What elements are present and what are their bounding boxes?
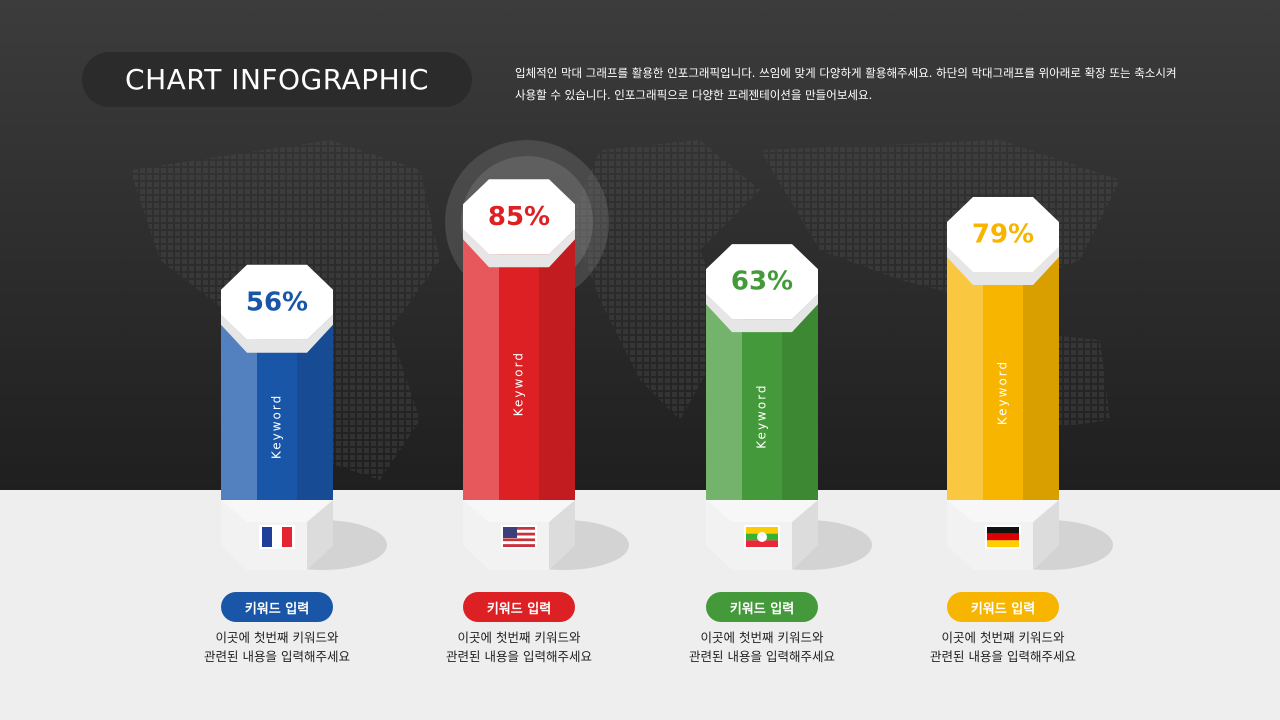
cap-side [947,246,1059,285]
subtitle: 입체적인 막대 그래프를 활용한 인포그래픽입니다. 쓰임에 맞게 다양하게 활… [515,66,1177,102]
cap-side [706,294,818,333]
value-label: 56% [246,287,308,317]
flag-canton [503,527,517,538]
bar-foot [947,500,1059,522]
flag-stripe [272,527,282,547]
pedestal-side [549,497,575,570]
cap [947,196,1059,272]
bar-label: Keyword [270,394,284,459]
flag-stripe [987,533,1019,541]
value-label: 85% [488,202,550,232]
flag-stripe [987,540,1019,547]
cap-side [221,314,333,353]
title: CHART INFOGRAPHIC [125,63,429,96]
bar-label: Keyword [512,351,526,416]
category-pill: 키워드 입력 [221,592,333,622]
cap [463,179,575,255]
category-pill: 키워드 입력 [706,592,818,622]
bar-face-left [947,246,983,500]
flag-stripe [262,527,272,547]
title-pill: CHART INFOGRAPHIC [82,52,472,107]
flag-stripe [503,535,535,539]
flag-stripe [746,527,778,534]
flag-stripe [503,529,535,533]
description: 이곳에 첫번째 키워드와 관련된 내용을 입력해주세요 [689,630,835,664]
bar-face-right [539,229,575,500]
description: 이곳에 첫번째 키워드와 관련된 내용을 입력해주세요 [204,630,350,664]
bar-foot [706,500,818,522]
bar-label: Keyword [996,360,1010,425]
pedestal-side [792,497,818,570]
bar-foot [463,500,575,522]
pedestal-side [307,497,333,570]
bar-label: Keyword [755,383,769,448]
category-pill: 키워드 입력 [947,592,1059,622]
description: 이곳에 첫번째 키워드와 관련된 내용을 입력해주세요 [446,630,592,664]
cap [221,264,333,340]
flag-star [757,532,767,542]
cap-side [463,229,575,268]
cap [706,244,818,320]
bar-foot [221,500,333,522]
flag-stripe [503,538,535,542]
flag-stripe [987,527,1019,534]
pedestal-side [1033,497,1059,570]
flag-stripe [746,540,778,547]
flag-stripe [282,527,292,547]
world-map [130,140,1120,480]
flag-stripe [503,544,535,547]
flag-stripe [503,527,535,530]
description: 이곳에 첫번째 키워드와 관련된 내용을 입력해주세요 [930,630,1076,664]
value-label: 63% [731,267,793,297]
bar-face-right [1023,246,1059,500]
bar-face-left [463,229,499,500]
flag-stripe [503,532,535,536]
category-pill: 키워드 입력 [463,592,575,622]
flag-stripe [503,541,535,545]
value-label: 79% [972,219,1034,249]
